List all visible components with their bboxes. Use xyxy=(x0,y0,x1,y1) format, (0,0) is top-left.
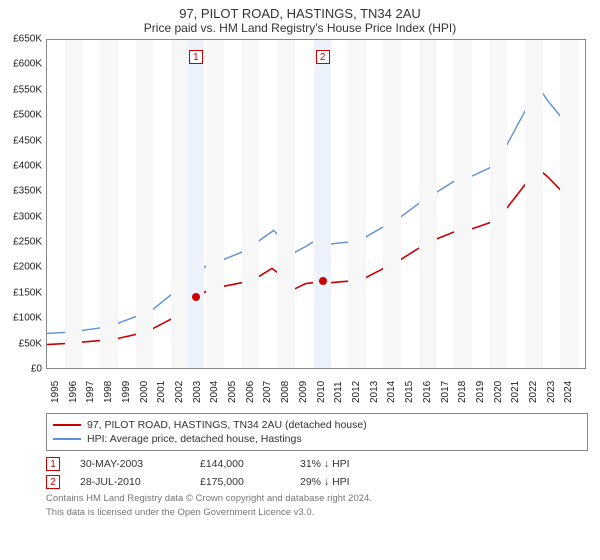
x-tick-label: 2019 xyxy=(475,381,486,403)
sale-flag-icon: 2 xyxy=(46,475,60,489)
x-axis: 1995 1996 1997 1998 1999 2000 2001 2002 2003 2004… xyxy=(46,369,588,407)
x-tick-label: 2014 xyxy=(386,381,397,403)
y-tick-label: £400K xyxy=(13,160,42,171)
sale-vs-hpi: 31% ↓ HPI xyxy=(300,458,390,470)
sale-row: 1 30-MAY-2003 £144,000 31% ↓ HPI xyxy=(46,455,588,473)
y-tick-label: £150K xyxy=(13,287,42,298)
sale-marker-flag: 2 xyxy=(316,50,330,64)
x-tick-label: 2005 xyxy=(227,381,238,403)
x-tick-label: 2011 xyxy=(333,381,344,403)
y-tick-label: £550K xyxy=(13,84,42,95)
x-tick-label: 2002 xyxy=(174,381,185,403)
year-band xyxy=(560,40,578,368)
y-tick-label: £50K xyxy=(19,338,42,349)
year-band xyxy=(454,40,472,368)
x-tick-label: 2001 xyxy=(156,381,167,403)
x-tick-label: 2006 xyxy=(245,381,256,403)
x-tick-label: 2007 xyxy=(262,381,273,403)
legend-box: 97, PILOT ROAD, HASTINGS, TN34 2AU (deta… xyxy=(46,413,588,451)
x-tick-label: 2012 xyxy=(351,381,362,403)
sale-marker-band xyxy=(315,40,331,368)
year-band xyxy=(100,40,118,368)
legend-row: 97, PILOT ROAD, HASTINGS, TN34 2AU (deta… xyxy=(53,418,581,432)
x-tick-label: 2023 xyxy=(546,381,557,403)
x-tick-label: 2013 xyxy=(369,381,380,403)
x-tick-label: 1996 xyxy=(68,381,79,403)
sale-row: 2 28-JUL-2010 £175,000 29% ↓ HPI xyxy=(46,473,588,491)
x-tick-label: 2024 xyxy=(563,381,574,403)
y-tick-label: £0 xyxy=(31,364,42,375)
sale-vs-hpi: 29% ↓ HPI xyxy=(300,476,390,488)
y-tick-label: £500K xyxy=(13,110,42,121)
y-axis: £0£50K£100K£150K£200K£250K£300K£350K£400… xyxy=(0,39,46,369)
legend-label: 97, PILOT ROAD, HASTINGS, TN34 2AU (deta… xyxy=(87,419,367,431)
x-tick-label: 1998 xyxy=(103,381,114,403)
x-tick-label: 2010 xyxy=(316,381,327,403)
y-tick-label: £650K xyxy=(13,34,42,45)
y-tick-label: £600K xyxy=(13,59,42,70)
year-band xyxy=(348,40,366,368)
x-tick-label: 2020 xyxy=(493,381,504,403)
sale-date: 30-MAY-2003 xyxy=(80,458,180,470)
chart-subtitle: Price paid vs. HM Land Registry's House … xyxy=(0,21,600,39)
footnote-licence: This data is licensed under the Open Gov… xyxy=(46,507,588,519)
year-band xyxy=(419,40,437,368)
y-tick-label: £100K xyxy=(13,313,42,324)
sales-table: 1 30-MAY-2003 £144,000 31% ↓ HPI 2 28-JUL-201… xyxy=(46,455,588,491)
sale-marker-band xyxy=(188,40,204,368)
sale-marker-dot xyxy=(319,277,327,285)
x-tick-label: 2018 xyxy=(457,381,468,403)
year-band xyxy=(383,40,401,368)
sale-price: £144,000 xyxy=(200,458,280,470)
year-band xyxy=(490,40,508,368)
x-tick-label: 2015 xyxy=(404,381,415,403)
sale-flag-icon: 1 xyxy=(46,457,60,471)
y-tick-label: £350K xyxy=(13,186,42,197)
x-tick-label: 2003 xyxy=(192,381,203,403)
sale-marker-dot xyxy=(192,293,200,301)
x-tick-label: 1995 xyxy=(50,381,61,403)
chart-title: 97, PILOT ROAD, HASTINGS, TN34 2AU xyxy=(0,0,600,21)
x-tick-label: 2009 xyxy=(298,381,309,403)
year-band xyxy=(171,40,189,368)
chart-container: 97, PILOT ROAD, HASTINGS, TN34 2AU Price… xyxy=(0,0,600,560)
year-band xyxy=(136,40,154,368)
year-band xyxy=(65,40,83,368)
x-tick-label: 1997 xyxy=(85,381,96,403)
year-band xyxy=(242,40,260,368)
sale-marker-flag: 1 xyxy=(189,50,203,64)
year-band xyxy=(277,40,295,368)
x-tick-label: 2000 xyxy=(139,381,150,403)
plot-area: 12 xyxy=(46,39,586,369)
x-tick-label: 2008 xyxy=(280,381,291,403)
x-tick-label: 2022 xyxy=(528,381,539,403)
footnote-copyright: Contains HM Land Registry data © Crown c… xyxy=(46,493,588,505)
y-tick-label: £300K xyxy=(13,211,42,222)
x-tick-label: 2016 xyxy=(422,381,433,403)
legend-swatch xyxy=(53,438,81,440)
year-band xyxy=(525,40,543,368)
y-tick-label: £200K xyxy=(13,262,42,273)
year-band xyxy=(206,40,224,368)
x-tick-label: 2017 xyxy=(440,381,451,403)
x-tick-label: 1999 xyxy=(121,381,132,403)
y-tick-label: £450K xyxy=(13,135,42,146)
y-tick-label: £250K xyxy=(13,237,42,248)
x-tick-label: 2021 xyxy=(510,381,521,403)
legend-row: HPI: Average price, detached house, Hast… xyxy=(53,432,581,446)
x-tick-label: 2004 xyxy=(209,381,220,403)
sale-price: £175,000 xyxy=(200,476,280,488)
sale-date: 28-JUL-2010 xyxy=(80,476,180,488)
legend-label: HPI: Average price, detached house, Hast… xyxy=(87,433,302,445)
legend-swatch xyxy=(53,424,81,426)
